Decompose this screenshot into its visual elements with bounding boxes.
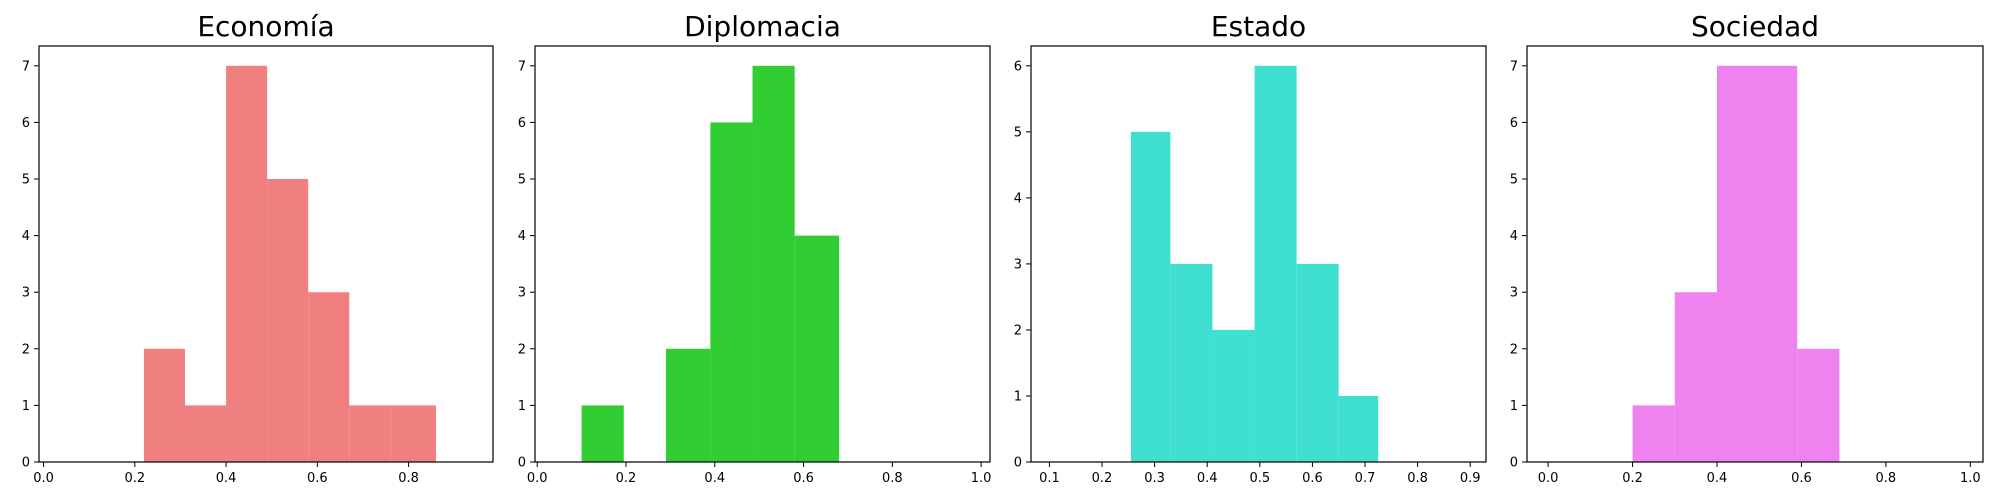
histogram-panel: 0.1 0.2 0.3 0.4 0.5 0.6 0.7 0.8 0.9 0 1 2 3 4 5 6 Estado: [1014, 10, 1487, 486]
chart-title: Economía: [197, 10, 334, 43]
y-tick-label: 4: [1510, 229, 1518, 244]
x-tick-label: 0.2: [1092, 471, 1113, 486]
y-tick-label: 6: [1014, 59, 1022, 74]
histogram-panel: 0.0 0.2 0.4 0.6 0.8 1.0 0 1 2 3 4 5 6 7 Sociedad: [1510, 10, 1984, 486]
histogram-bar: [143, 348, 186, 462]
histogram-bar: [267, 179, 309, 462]
histogram-bar: [752, 65, 795, 463]
y-tick-label: 3: [518, 286, 526, 301]
x-tick-label: 0.8: [882, 471, 903, 486]
chart-title: Diplomacia: [684, 10, 841, 43]
y-tick-label: 3: [1014, 257, 1022, 272]
plot-frame: [38, 45, 494, 463]
y-tick-label: 7: [518, 59, 526, 74]
y-tick-label: 6: [518, 116, 526, 131]
plot-frame: [534, 45, 991, 463]
x-tick-label: 0.3: [1144, 471, 1165, 486]
x-tick-label: 0.2: [124, 471, 145, 486]
histogram-bar: [1254, 65, 1297, 463]
x-tick-label: 0.0: [1538, 471, 1559, 486]
y-tick-label: 7: [1510, 59, 1518, 74]
y-tick-label: 4: [518, 229, 526, 244]
x-tick-label: 0.4: [216, 471, 237, 486]
y-tick-label: 1: [1510, 399, 1518, 414]
x-tick-label: 0.8: [1876, 471, 1897, 486]
x-tick-label: 0.4: [704, 471, 725, 486]
histogram-bar: [1170, 263, 1213, 462]
histogram-bar: [581, 405, 624, 462]
histogram-bar: [1212, 329, 1255, 462]
y-tick-label: 0: [22, 456, 30, 471]
chart-title: Estado: [1211, 10, 1306, 43]
x-tick-label: 0.0: [527, 471, 548, 486]
histogram-bar: [349, 405, 391, 462]
y-tick-label: 1: [518, 399, 526, 414]
y-tick-label: 2: [518, 342, 526, 357]
plot-frame: [1526, 45, 1984, 463]
x-tick-label: 0.8: [398, 471, 419, 486]
histogram-bar: [1797, 348, 1840, 462]
y-tick-label: 1: [1014, 389, 1022, 404]
histogram-bar: [226, 65, 268, 463]
y-tick-label: 0: [1014, 456, 1022, 471]
y-tick-label: 4: [22, 229, 30, 244]
x-tick-label: 0.2: [616, 471, 637, 486]
y-tick-label: 7: [22, 59, 30, 74]
histogram-bar: [308, 292, 350, 462]
y-tick-label: 6: [22, 116, 30, 131]
x-tick-label: 0.4: [1197, 471, 1218, 486]
histogram-bar: [710, 122, 753, 462]
histogram-bar: [1755, 65, 1798, 463]
y-tick-label: 2: [22, 342, 30, 357]
y-tick-label: 3: [22, 286, 30, 301]
x-tick-label: 0.1: [1039, 471, 1060, 486]
y-tick-label: 6: [1510, 116, 1518, 131]
x-tick-label: 0.6: [1302, 471, 1323, 486]
x-tick-label: 0.7: [1355, 471, 1376, 486]
y-tick-label: 2: [1014, 323, 1022, 338]
histogram-bar: [665, 348, 711, 462]
chart-title: Sociedad: [1691, 10, 1819, 43]
y-tick-label: 5: [1510, 173, 1518, 188]
histogram-bar: [1338, 395, 1379, 462]
y-tick-label: 4: [1014, 191, 1022, 206]
x-tick-label: 0.6: [1791, 471, 1812, 486]
histogram-bar: [794, 235, 840, 462]
y-tick-label: 0: [518, 456, 526, 471]
x-tick-label: 0.0: [33, 471, 54, 486]
x-tick-label: 0.5: [1249, 471, 1270, 486]
x-tick-label: 0.9: [1460, 471, 1481, 486]
y-tick-label: 2: [1510, 342, 1518, 357]
x-tick-label: 0.4: [1707, 471, 1728, 486]
histogram-panels: 0.0 0.2 0.4 0.6 0.8 0 1 2 3 4 5 6 7 Economía 0.0 0.2 0.4…: [22, 10, 1984, 486]
x-tick-label: 1.0: [971, 471, 992, 486]
histogram-bar: [1632, 405, 1675, 462]
y-tick-label: 5: [518, 173, 526, 188]
histogram-bar: [390, 405, 436, 462]
histogram-bar: [185, 405, 227, 462]
y-tick-label: 5: [1014, 125, 1022, 140]
histogram-bar: [1717, 65, 1755, 463]
y-tick-label: 5: [22, 173, 30, 188]
x-tick-label: 0.2: [1622, 471, 1643, 486]
x-tick-label: 1.0: [1960, 471, 1981, 486]
x-tick-label: 0.8: [1407, 471, 1428, 486]
x-tick-label: 0.6: [307, 471, 328, 486]
histogram-bar: [1674, 292, 1717, 462]
histogram-bar: [1296, 263, 1339, 462]
histogram-bar: [1130, 131, 1171, 463]
x-tick-label: 0.6: [793, 471, 814, 486]
y-tick-label: 1: [22, 399, 30, 414]
y-tick-label: 3: [1510, 286, 1518, 301]
histogram-panel: 0.0 0.2 0.4 0.6 0.8 1.0 0 1 2 3 4 5 6 7 Diplomacia: [518, 10, 992, 486]
y-tick-label: 0: [1510, 456, 1518, 471]
plot-frame: [1030, 45, 1487, 463]
histogram-panel: 0.0 0.2 0.4 0.6 0.8 0 1 2 3 4 5 6 7 Economía: [22, 10, 494, 486]
